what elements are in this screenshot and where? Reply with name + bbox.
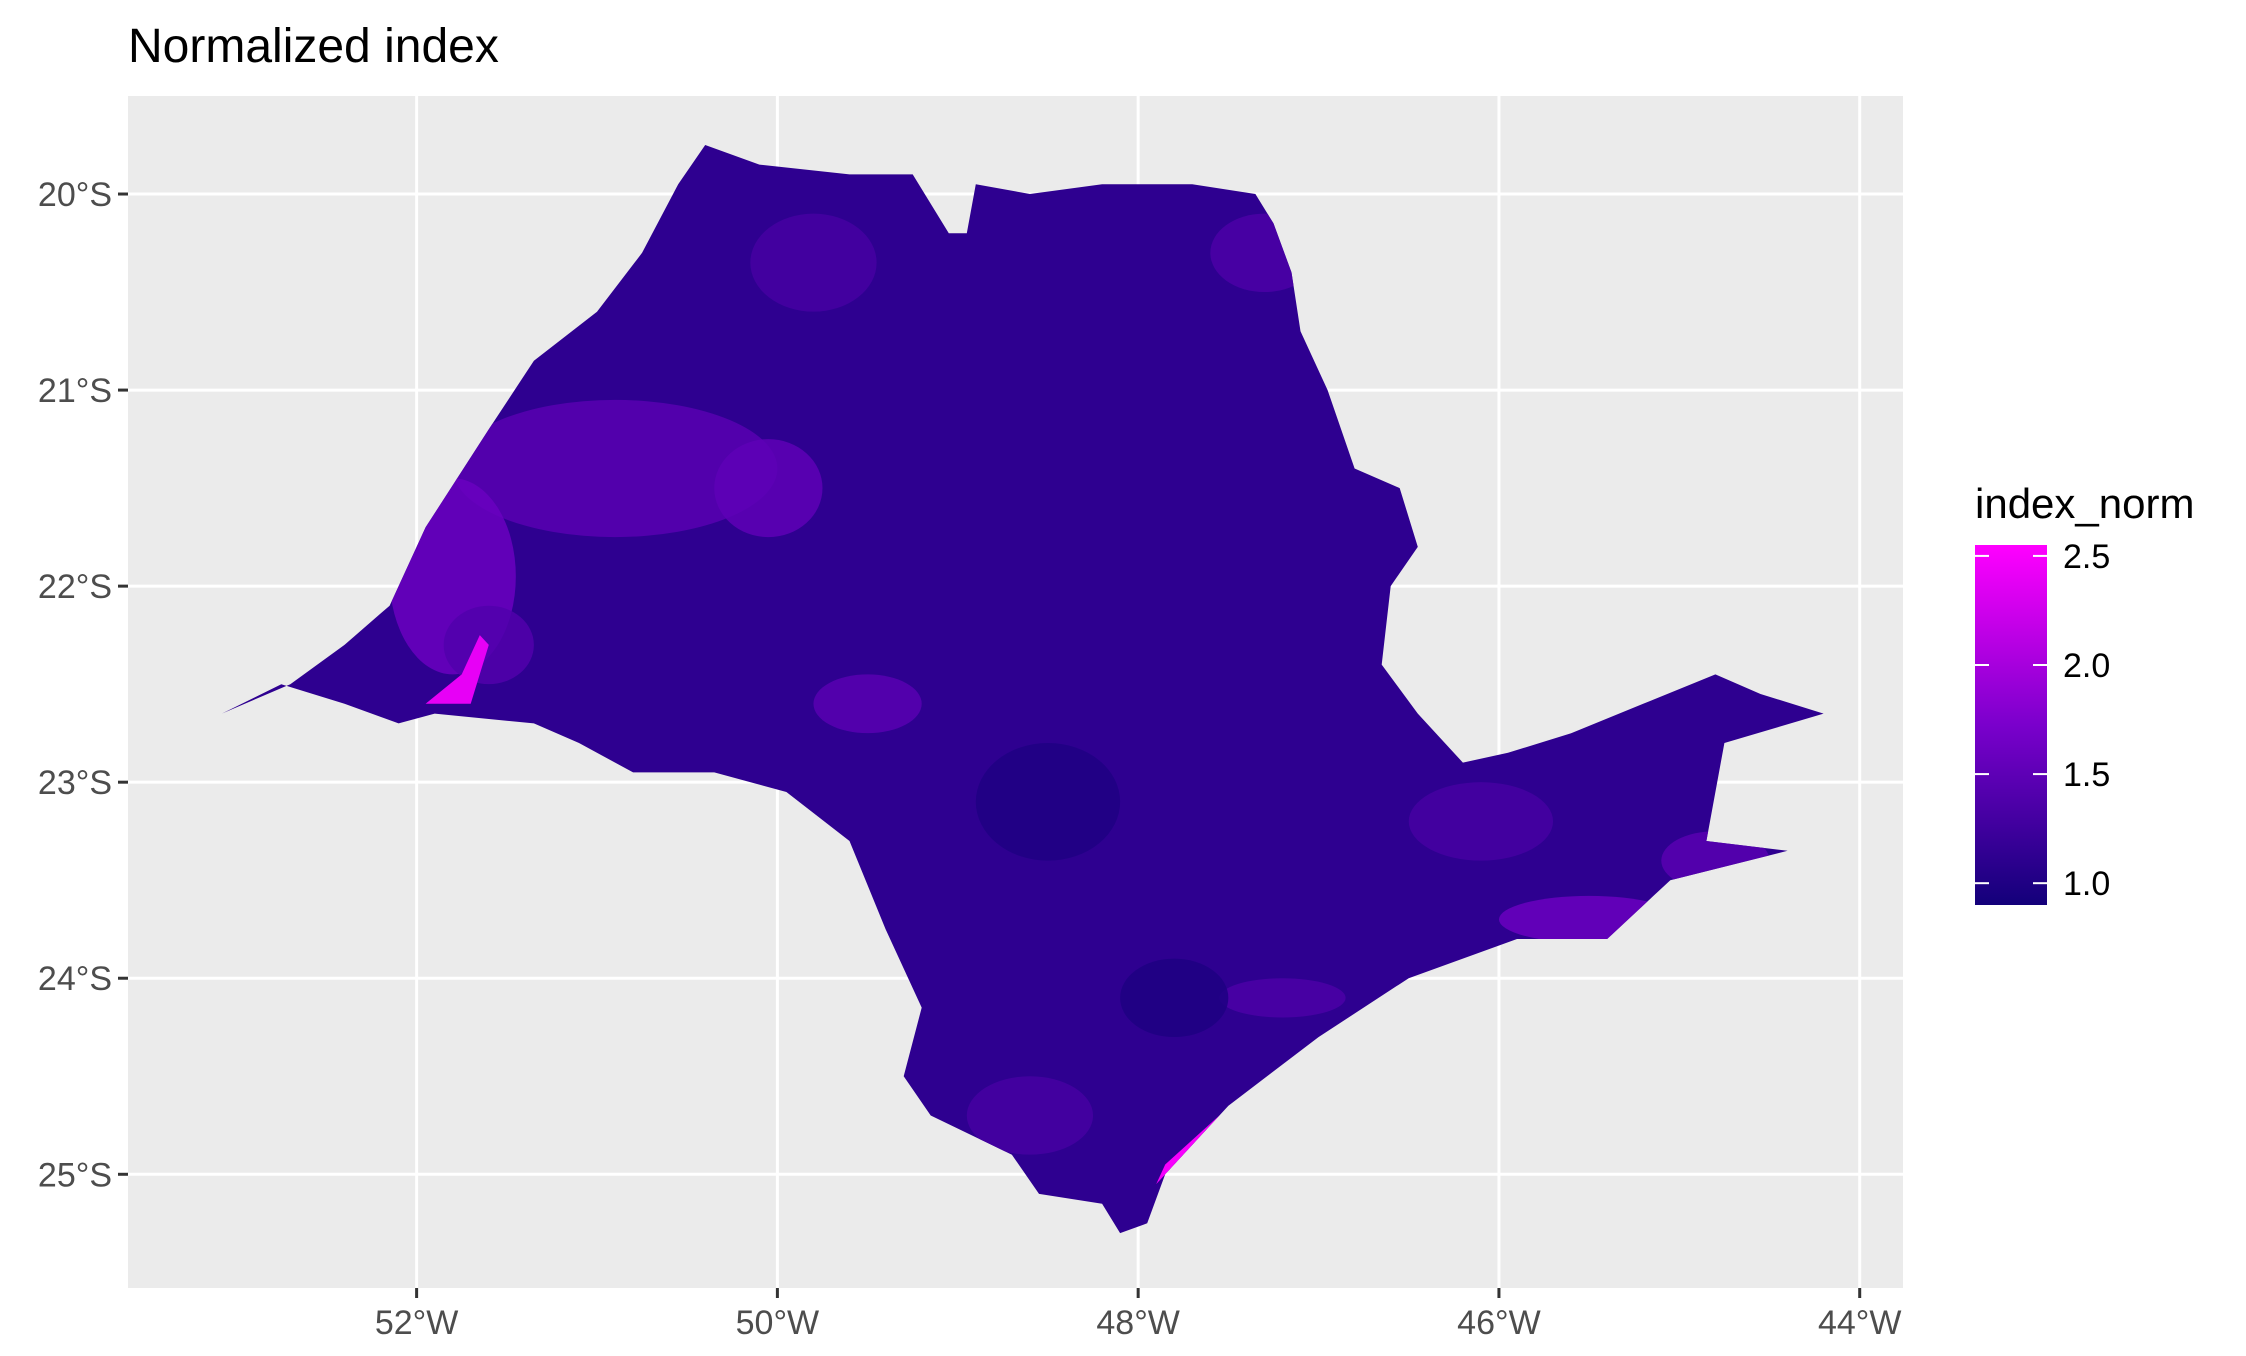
municipality-area-14 [966, 1076, 1094, 1155]
municipality-area-4 [714, 439, 823, 538]
municipality-areas [389, 213, 1770, 1185]
state-map [221, 145, 1824, 1234]
y-tick-label-0: 20°S [38, 176, 112, 214]
legend-label-1: 2.0 [2063, 647, 2110, 685]
legend-title: index_norm [1975, 480, 2194, 527]
y-tick-label-4: 24°S [38, 960, 112, 998]
x-tick-label-0: 52°W [375, 1304, 459, 1342]
high-index-area-0 [425, 635, 489, 704]
legend-label-0: 2.5 [2063, 538, 2110, 576]
color-legend: index_norm 2.5 2.0 1.5 1.0 [1975, 480, 2194, 905]
municipality-area-11 [1219, 978, 1346, 1018]
municipality-area-6 [750, 213, 877, 312]
x-tick-label-2: 48°W [1096, 1304, 1180, 1342]
y-tick-label-3: 23°S [38, 764, 112, 802]
municipality-area-5 [813, 674, 922, 734]
axes: 52°W 50°W 48°W 46°W 44°W 20°S 21°S 22°S 23°S 24°S… [38, 176, 1902, 1342]
legend-label-3: 1.0 [2063, 865, 2110, 903]
legend-ticks: 2.5 2.0 1.5 1.0 [1975, 538, 2110, 903]
municipality-area-8 [1408, 782, 1554, 861]
y-tick-label-1: 21°S [38, 372, 112, 410]
legend-colorbar [1975, 545, 2047, 905]
legend-label-2: 1.5 [2063, 756, 2110, 794]
y-tick-label-2: 22°S [38, 568, 112, 606]
municipality-area-13 [1120, 958, 1229, 1038]
x-tick-label-1: 50°W [736, 1304, 820, 1342]
x-tick-label-4: 44°W [1818, 1304, 1902, 1342]
x-tick-label-3: 46°W [1457, 1304, 1541, 1342]
chart-title: Normalized index [128, 20, 499, 73]
y-tick-label-5: 25°S [38, 1156, 112, 1194]
municipality-area-1 [452, 399, 778, 538]
municipality-area-12 [975, 742, 1121, 861]
